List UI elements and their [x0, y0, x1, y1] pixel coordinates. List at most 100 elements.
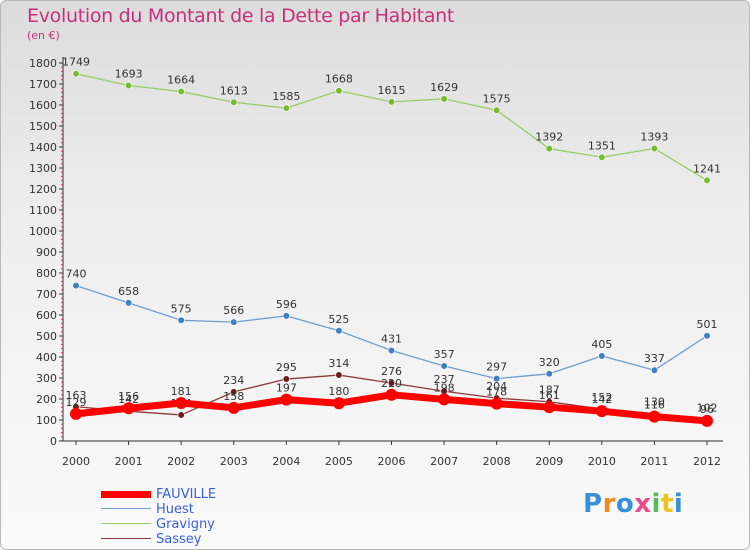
data-label: 204 — [486, 380, 507, 393]
legend-label: Sassey — [156, 532, 202, 547]
series-fauville: 129 156 181 158 197 180 220 198 178 161 142 116 96 — [66, 377, 714, 427]
data-label: 129 — [66, 396, 87, 409]
legend-swatch — [101, 523, 151, 525]
x-tick-label: 2009 — [535, 455, 563, 468]
data-point — [387, 98, 396, 106]
legend-swatch — [101, 490, 151, 498]
proxiti-logo: Proxiti — [583, 489, 683, 519]
data-point — [282, 104, 290, 112]
data-label: 357 — [434, 348, 455, 361]
legend-label: FAUVILLE — [156, 487, 217, 502]
y-tick-label: 1500 — [29, 120, 57, 133]
data-label: 1585 — [272, 90, 300, 103]
data-point — [650, 144, 659, 153]
data-label: 431 — [381, 332, 402, 345]
data-point — [72, 282, 80, 290]
logo-letter: t — [660, 489, 674, 519]
data-point — [701, 414, 713, 427]
data-label: 1351 — [588, 139, 616, 152]
legend: FAUVILLE Huest Gravigny Sassey — [101, 487, 301, 547]
y-tick-label: 800 — [36, 267, 57, 280]
data-label: 130 — [644, 396, 665, 409]
y-tick-label: 1100 — [29, 204, 57, 217]
data-point — [124, 299, 133, 307]
data-point — [335, 87, 343, 95]
series-huest: 740 658 575 566 596 525 431 357 297 320 405 337 501 — [66, 268, 718, 383]
data-label: 197 — [276, 382, 297, 395]
data-label: 178 — [486, 386, 507, 399]
y-tick-label: 300 — [36, 372, 57, 385]
data-label: 142 — [591, 393, 612, 406]
data-point — [230, 98, 238, 106]
data-point — [122, 402, 135, 415]
chart-subtitle: (en €) — [27, 29, 60, 42]
x-tick-label: 2001 — [115, 455, 143, 468]
data-point — [703, 332, 711, 340]
data-label: 156 — [118, 390, 139, 403]
data-label: 220 — [381, 377, 402, 390]
data-label: 1393 — [640, 130, 668, 143]
logo-letter: o — [615, 489, 635, 519]
x-tick-label: 2006 — [378, 455, 406, 468]
logo-letter: i — [673, 489, 684, 519]
y-tick-label: 500 — [36, 330, 57, 343]
data-point — [493, 106, 501, 114]
data-label: 501 — [697, 318, 718, 331]
y-tick-label: 200 — [36, 393, 57, 406]
x-tick-label: 2010 — [588, 455, 616, 468]
data-label: 237 — [434, 373, 455, 386]
data-point — [385, 388, 398, 401]
data-point — [175, 396, 188, 409]
data-label: 158 — [223, 390, 244, 403]
data-label: 152 — [591, 391, 612, 404]
data-point — [70, 407, 82, 420]
y-tick-label: 1600 — [29, 99, 57, 112]
legend-item-sassey: Sassey — [101, 532, 301, 547]
logo-letter: i — [651, 489, 661, 519]
y-tick-label: 1300 — [29, 162, 57, 175]
y-tick-label: 1000 — [29, 225, 57, 238]
y-tick-label: 0 — [50, 435, 57, 448]
chart-title: Evolution du Montant de la Dette par Hab… — [27, 5, 455, 27]
data-point — [177, 411, 185, 419]
y-tick-label: 400 — [36, 351, 57, 364]
x-tick-label: 2000 — [62, 455, 90, 468]
data-point — [543, 401, 556, 414]
data-point — [493, 375, 501, 383]
data-label: 1629 — [430, 81, 458, 94]
legend-label: Huest — [156, 502, 194, 517]
data-point — [387, 346, 396, 355]
data-label: 102 — [697, 402, 718, 415]
y-tick-label: 700 — [36, 288, 57, 301]
data-point — [440, 95, 448, 103]
data-point — [703, 176, 711, 184]
x-tick-label: 2002 — [167, 455, 195, 468]
x-tick-label: 2008 — [483, 455, 511, 468]
data-point — [545, 370, 553, 378]
x-tick-label: 2004 — [272, 455, 300, 468]
data-label: 181 — [171, 385, 192, 398]
y-tick-label: 1400 — [29, 141, 57, 154]
data-point — [124, 81, 133, 90]
data-label: 1613 — [220, 84, 248, 97]
data-point — [438, 393, 451, 406]
data-point — [332, 397, 345, 410]
x-tick-label: 2011 — [640, 455, 668, 468]
y-tick-label: 900 — [36, 246, 57, 259]
data-label: 1693 — [115, 67, 143, 80]
data-point — [177, 87, 185, 96]
data-label: 1392 — [535, 131, 563, 144]
x-tick-label: 2003 — [220, 455, 248, 468]
data-label: 740 — [66, 268, 87, 281]
data-label: 1668 — [325, 73, 353, 86]
data-point — [595, 405, 608, 418]
data-label: 187 — [539, 384, 560, 397]
data-label: 180 — [328, 385, 349, 398]
data-point — [227, 401, 240, 414]
legend-item-gravigny: Gravigny — [101, 517, 301, 532]
data-label: 1575 — [483, 92, 511, 105]
data-label: 1615 — [378, 84, 406, 97]
data-label: 96 — [700, 403, 714, 416]
